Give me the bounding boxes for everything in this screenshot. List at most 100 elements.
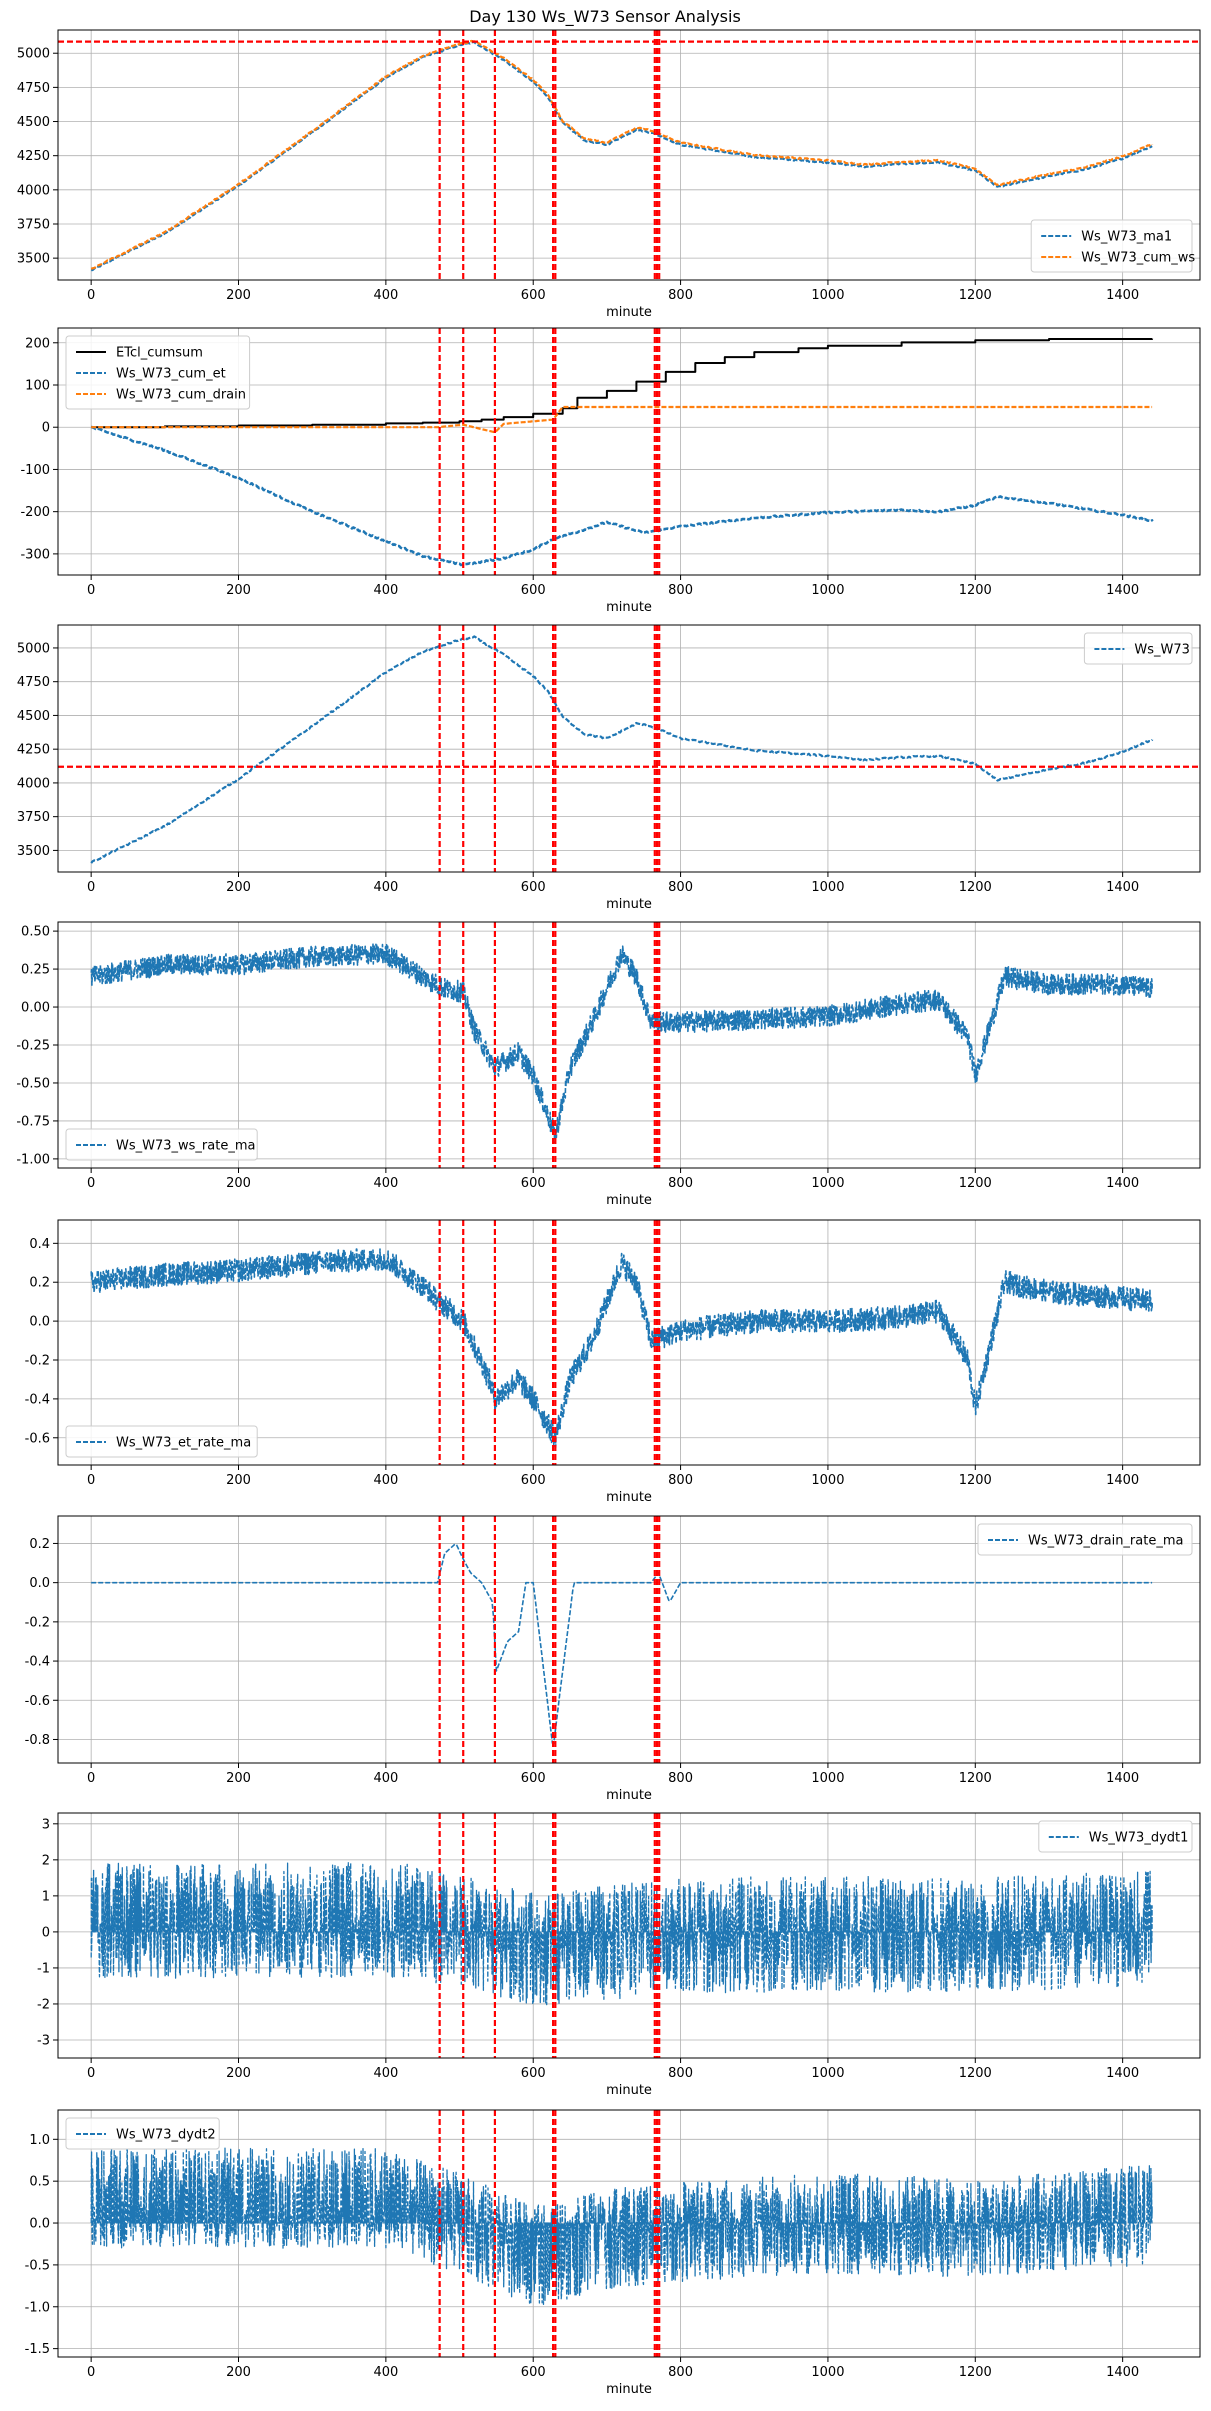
x-tick-label: 1200 — [959, 2066, 992, 2081]
y-tick-label: 0.0 — [29, 1315, 50, 1330]
plot-area — [90, 922, 1153, 1168]
x-tick-label: 0 — [87, 1176, 95, 1191]
y-tick-label: -1.00 — [16, 1152, 50, 1167]
y-tick-label: -0.75 — [16, 1114, 50, 1129]
x-tick-label: 0 — [87, 288, 95, 303]
x-tick-label: 400 — [373, 1176, 398, 1191]
x-tick-label: 1400 — [1106, 583, 1139, 598]
x-tick-label: 200 — [226, 1473, 251, 1488]
y-tick-label: -0.2 — [25, 1615, 50, 1630]
legend-label: Ws_W73_cum_ws — [1081, 251, 1195, 266]
legend: ETcl_cumsum Ws_W73_cum_et Ws_W73_cum_drain — [65, 335, 251, 410]
y-tick-label: 0 — [42, 1925, 50, 1940]
y-tick-label: 0.4 — [29, 1237, 50, 1252]
series-line-Ws_W73 — [90, 635, 1154, 864]
legend-label: Ws_W73_ws_rate_ma — [116, 1139, 255, 1154]
y-tick-label: 3500 — [17, 844, 50, 859]
x-tick-label: 400 — [373, 2066, 398, 2081]
x-tick-label: 800 — [668, 583, 693, 598]
y-tick-label: -0.25 — [16, 1039, 50, 1054]
x-tick-label: 0 — [87, 583, 95, 598]
y-tick-label: 3500 — [17, 252, 50, 267]
x-tick-label: 200 — [226, 1176, 251, 1191]
x-tick-label: 1200 — [959, 2365, 992, 2380]
x-tick-label: 800 — [668, 288, 693, 303]
x-axis-label: minute — [606, 2083, 652, 2098]
x-tick-label: 1200 — [959, 1473, 992, 1488]
axes-frame — [57, 624, 1201, 873]
x-axis-label: minute — [606, 1193, 652, 1208]
series-line-Ws_W73_dydt1 — [90, 1861, 1153, 2006]
series-line-Ws_W73_cum_ws — [90, 39, 1154, 270]
x-tick-label: 1000 — [811, 1176, 844, 1191]
x-tick-label: 1200 — [959, 1771, 992, 1786]
x-tick-label: 200 — [226, 1771, 251, 1786]
y-tick-label: -300 — [20, 547, 50, 562]
x-tick-label: 1400 — [1106, 288, 1139, 303]
legend: Ws_W73_ws_rate_ma — [65, 1128, 258, 1161]
panel-p2: 0 200 400 600 800 1000 1200 1400 -300 -200 -100 0 10… — [20, 327, 1201, 615]
y-tick-label: 0.50 — [21, 925, 50, 940]
x-tick-label: 400 — [373, 583, 398, 598]
plot-area — [90, 2110, 1153, 2357]
y-tick-label: -100 — [20, 463, 50, 478]
x-tick-label: 200 — [226, 2365, 251, 2380]
x-tick-label: 800 — [668, 2365, 693, 2380]
x-axis-label: minute — [606, 897, 652, 912]
legend-label: Ws_W73_dydt2 — [116, 2128, 216, 2143]
x-tick-label: 0 — [87, 1473, 95, 1488]
plot-area — [90, 1813, 1153, 2058]
axes-frame — [57, 327, 1201, 576]
plot-area — [91, 1516, 1153, 1763]
axes-frame — [57, 1515, 1201, 1764]
x-axis-label: minute — [606, 305, 652, 320]
legend-label: Ws_W73_et_rate_ma — [116, 1436, 251, 1451]
y-tick-label: -0.4 — [25, 1392, 50, 1407]
x-tick-label: 600 — [521, 583, 546, 598]
series-line-Ws_W73_cum_drain — [91, 405, 1153, 434]
x-tick-label: 600 — [521, 880, 546, 895]
legend-label: ETcl_cumsum — [116, 346, 203, 361]
y-tick-label: -0.2 — [25, 1354, 50, 1369]
y-tick-label: 1.0 — [29, 2133, 50, 2148]
y-tick-label: 100 — [25, 379, 50, 394]
y-tick-label: 1 — [42, 1889, 50, 1904]
x-tick-label: 1200 — [959, 880, 992, 895]
y-tick-label: 0.25 — [21, 963, 50, 978]
legend-label: Ws_W73_ma1 — [1081, 230, 1172, 245]
panel-p6: 0 200 400 600 800 1000 1200 1400 -0.8 -0.6 -0.4 -0.… — [25, 1515, 1201, 1803]
x-tick-label: 600 — [521, 288, 546, 303]
x-tick-label: 200 — [226, 288, 251, 303]
legend-box — [1038, 1820, 1193, 1853]
x-tick-label: 200 — [226, 880, 251, 895]
legend-box — [1083, 632, 1193, 665]
y-tick-label: 0.2 — [29, 1276, 50, 1291]
x-tick-label: 800 — [668, 1771, 693, 1786]
legend: Ws_W73_ma1 Ws_W73_cum_ws — [1030, 219, 1195, 273]
y-tick-label: 0.0 — [29, 1576, 50, 1591]
y-tick-label: 4750 — [17, 81, 50, 96]
x-tick-label: 600 — [521, 1473, 546, 1488]
x-tick-label: 400 — [373, 1473, 398, 1488]
legend-label: Ws_W73_cum_drain — [116, 388, 246, 403]
legend: Ws_W73_dydt2 — [65, 2117, 220, 2150]
x-tick-label: 1200 — [959, 583, 992, 598]
x-tick-label: 600 — [521, 1176, 546, 1191]
panel-p4: 0 200 400 600 800 1000 1200 1400 -1.00 -0.75 -0.50… — [16, 921, 1201, 1208]
y-tick-label: -1.5 — [25, 2342, 50, 2357]
legend: Ws_W73 — [1083, 632, 1193, 665]
x-axis-label: minute — [606, 600, 652, 615]
y-tick-label: 4250 — [17, 743, 50, 758]
legend-label: Ws_W73_cum_et — [116, 367, 226, 382]
x-axis-label: minute — [606, 2382, 652, 2397]
series-line-Ws_W73_et_rate_ma — [90, 1248, 1153, 1449]
x-tick-label: 1000 — [811, 583, 844, 598]
series-line-ETcl_cumsum — [91, 338, 1154, 429]
y-tick-label: -0.4 — [25, 1655, 50, 1670]
y-tick-label: 3 — [42, 1817, 50, 1832]
axes-frame — [57, 29, 1201, 281]
plot-area — [58, 625, 1200, 872]
plot-area — [58, 30, 1200, 280]
legend: Ws_W73_et_rate_ma — [65, 1425, 258, 1458]
x-tick-label: 800 — [668, 880, 693, 895]
